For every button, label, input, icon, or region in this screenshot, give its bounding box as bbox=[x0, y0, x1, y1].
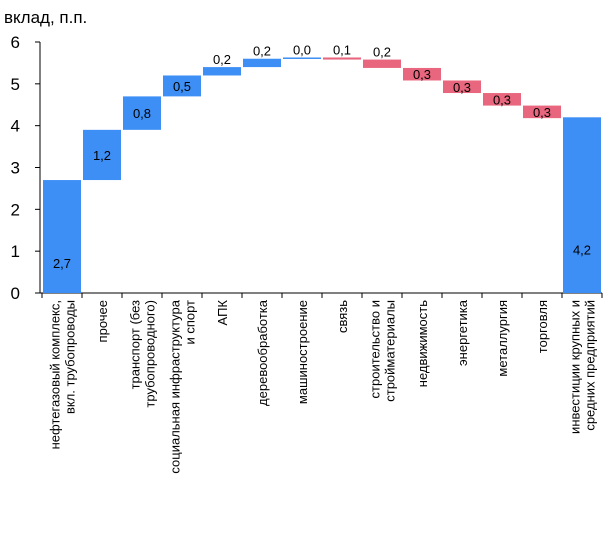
data-label: 0,3 bbox=[453, 80, 471, 95]
data-label: 4,2 bbox=[573, 242, 591, 257]
data-label: 0,3 bbox=[493, 92, 511, 107]
data-labels: 2,7 1,2 0,8 0,5 0,2 0,2 0,0 0,1 0,2 0,3 0,3 0,3 0,3 4… bbox=[53, 42, 591, 271]
y-axis-title: вклад, п.п. bbox=[4, 8, 88, 27]
y-tick-label: 4 bbox=[11, 117, 20, 136]
x-tick-label-line: недвижимость bbox=[415, 300, 430, 387]
bar bbox=[403, 67, 441, 81]
x-tick-label: АПК bbox=[215, 300, 230, 326]
x-tick-label-line: связь bbox=[335, 300, 350, 333]
x-tick-label-line: металлургия bbox=[495, 300, 510, 377]
x-tick-label: прочее bbox=[95, 300, 110, 342]
data-label: 0,5 bbox=[173, 79, 191, 94]
x-tick-label-line: торговля bbox=[535, 300, 550, 353]
x-tick-label: машиностроение bbox=[295, 300, 310, 404]
x-tick-label-line: социальная инфраструктура bbox=[168, 299, 183, 473]
x-tick-label-line: стройматериалы bbox=[383, 300, 398, 402]
y-tick-label: 3 bbox=[11, 159, 20, 178]
y-tick-label: 6 bbox=[11, 33, 20, 52]
data-label: 0,3 bbox=[533, 105, 551, 120]
data-label: 2,7 bbox=[53, 256, 71, 271]
data-label: 0,8 bbox=[133, 106, 151, 121]
bar bbox=[323, 57, 361, 60]
x-tick-label-line: деревообработка bbox=[255, 299, 270, 406]
data-label: 0,2 bbox=[253, 44, 271, 59]
axes: 0 1 2 3 4 5 6 bbox=[11, 33, 603, 303]
x-tick-label-line: энергетика bbox=[455, 299, 470, 366]
x-tick-label: строительство и стройматериалы bbox=[368, 300, 398, 402]
bar bbox=[483, 93, 521, 106]
y-tick-label: 1 bbox=[11, 242, 20, 261]
bar bbox=[83, 129, 121, 181]
bar bbox=[203, 67, 241, 76]
x-tick-label: недвижимость bbox=[415, 300, 430, 387]
x-tick-label-line: инвестиции крупных и bbox=[568, 300, 583, 434]
data-label: 0,1 bbox=[333, 42, 351, 57]
x-tick-label-line: средних предприятий bbox=[583, 300, 598, 431]
x-tick-label-line: машиностроение bbox=[295, 300, 310, 404]
y-tick-label: 2 bbox=[11, 200, 20, 219]
data-label: 0,2 bbox=[213, 52, 231, 67]
x-tick-label: металлургия bbox=[495, 300, 510, 377]
y-tick-label: 0 bbox=[11, 284, 20, 303]
data-label: 0,0 bbox=[293, 42, 311, 57]
bar bbox=[443, 80, 481, 94]
bar bbox=[243, 58, 281, 68]
x-tick-label: инвестиции крупных и средних предприятий bbox=[568, 300, 598, 434]
x-tick-label: социальная инфраструктура и спорт bbox=[168, 299, 198, 473]
x-tick-label-line: трубопроводного) bbox=[143, 300, 158, 408]
x-tick-label: связь bbox=[335, 300, 350, 333]
data-label: 0,2 bbox=[373, 45, 391, 60]
bar bbox=[523, 105, 561, 119]
bars bbox=[43, 57, 601, 293]
data-label: 0,3 bbox=[413, 67, 431, 82]
x-tick-label-line: АПК bbox=[215, 300, 230, 326]
bar bbox=[43, 180, 81, 293]
bar bbox=[563, 117, 601, 293]
bar bbox=[363, 59, 401, 68]
x-tick-label: нефтегазовый комплекс, вкл. трубопроводы bbox=[48, 300, 78, 449]
x-tick-label-line: строительство и bbox=[368, 300, 383, 398]
bar bbox=[163, 75, 201, 97]
x-tick-label-line: прочее bbox=[95, 300, 110, 342]
data-label: 1,2 bbox=[93, 148, 111, 163]
y-tick-label: 5 bbox=[11, 75, 20, 94]
bar bbox=[123, 96, 161, 130]
x-tick-label: транспорт (без трубопроводного) bbox=[128, 300, 158, 408]
x-tick-label: торговля bbox=[535, 300, 550, 353]
x-tick-label-line: и спорт bbox=[183, 300, 198, 345]
x-tick-labels: нефтегазовый комплекс, вкл. трубопроводы п… bbox=[48, 299, 598, 473]
x-tick-label-line: вкл. трубопроводы bbox=[63, 300, 78, 414]
x-tick-label-line: нефтегазовый комплекс, bbox=[48, 300, 63, 449]
bar bbox=[283, 57, 321, 59]
x-tick-label: деревообработка bbox=[255, 299, 270, 406]
x-tick-label-line: транспорт (без bbox=[128, 300, 143, 389]
x-tick-label: энергетика bbox=[455, 299, 470, 366]
